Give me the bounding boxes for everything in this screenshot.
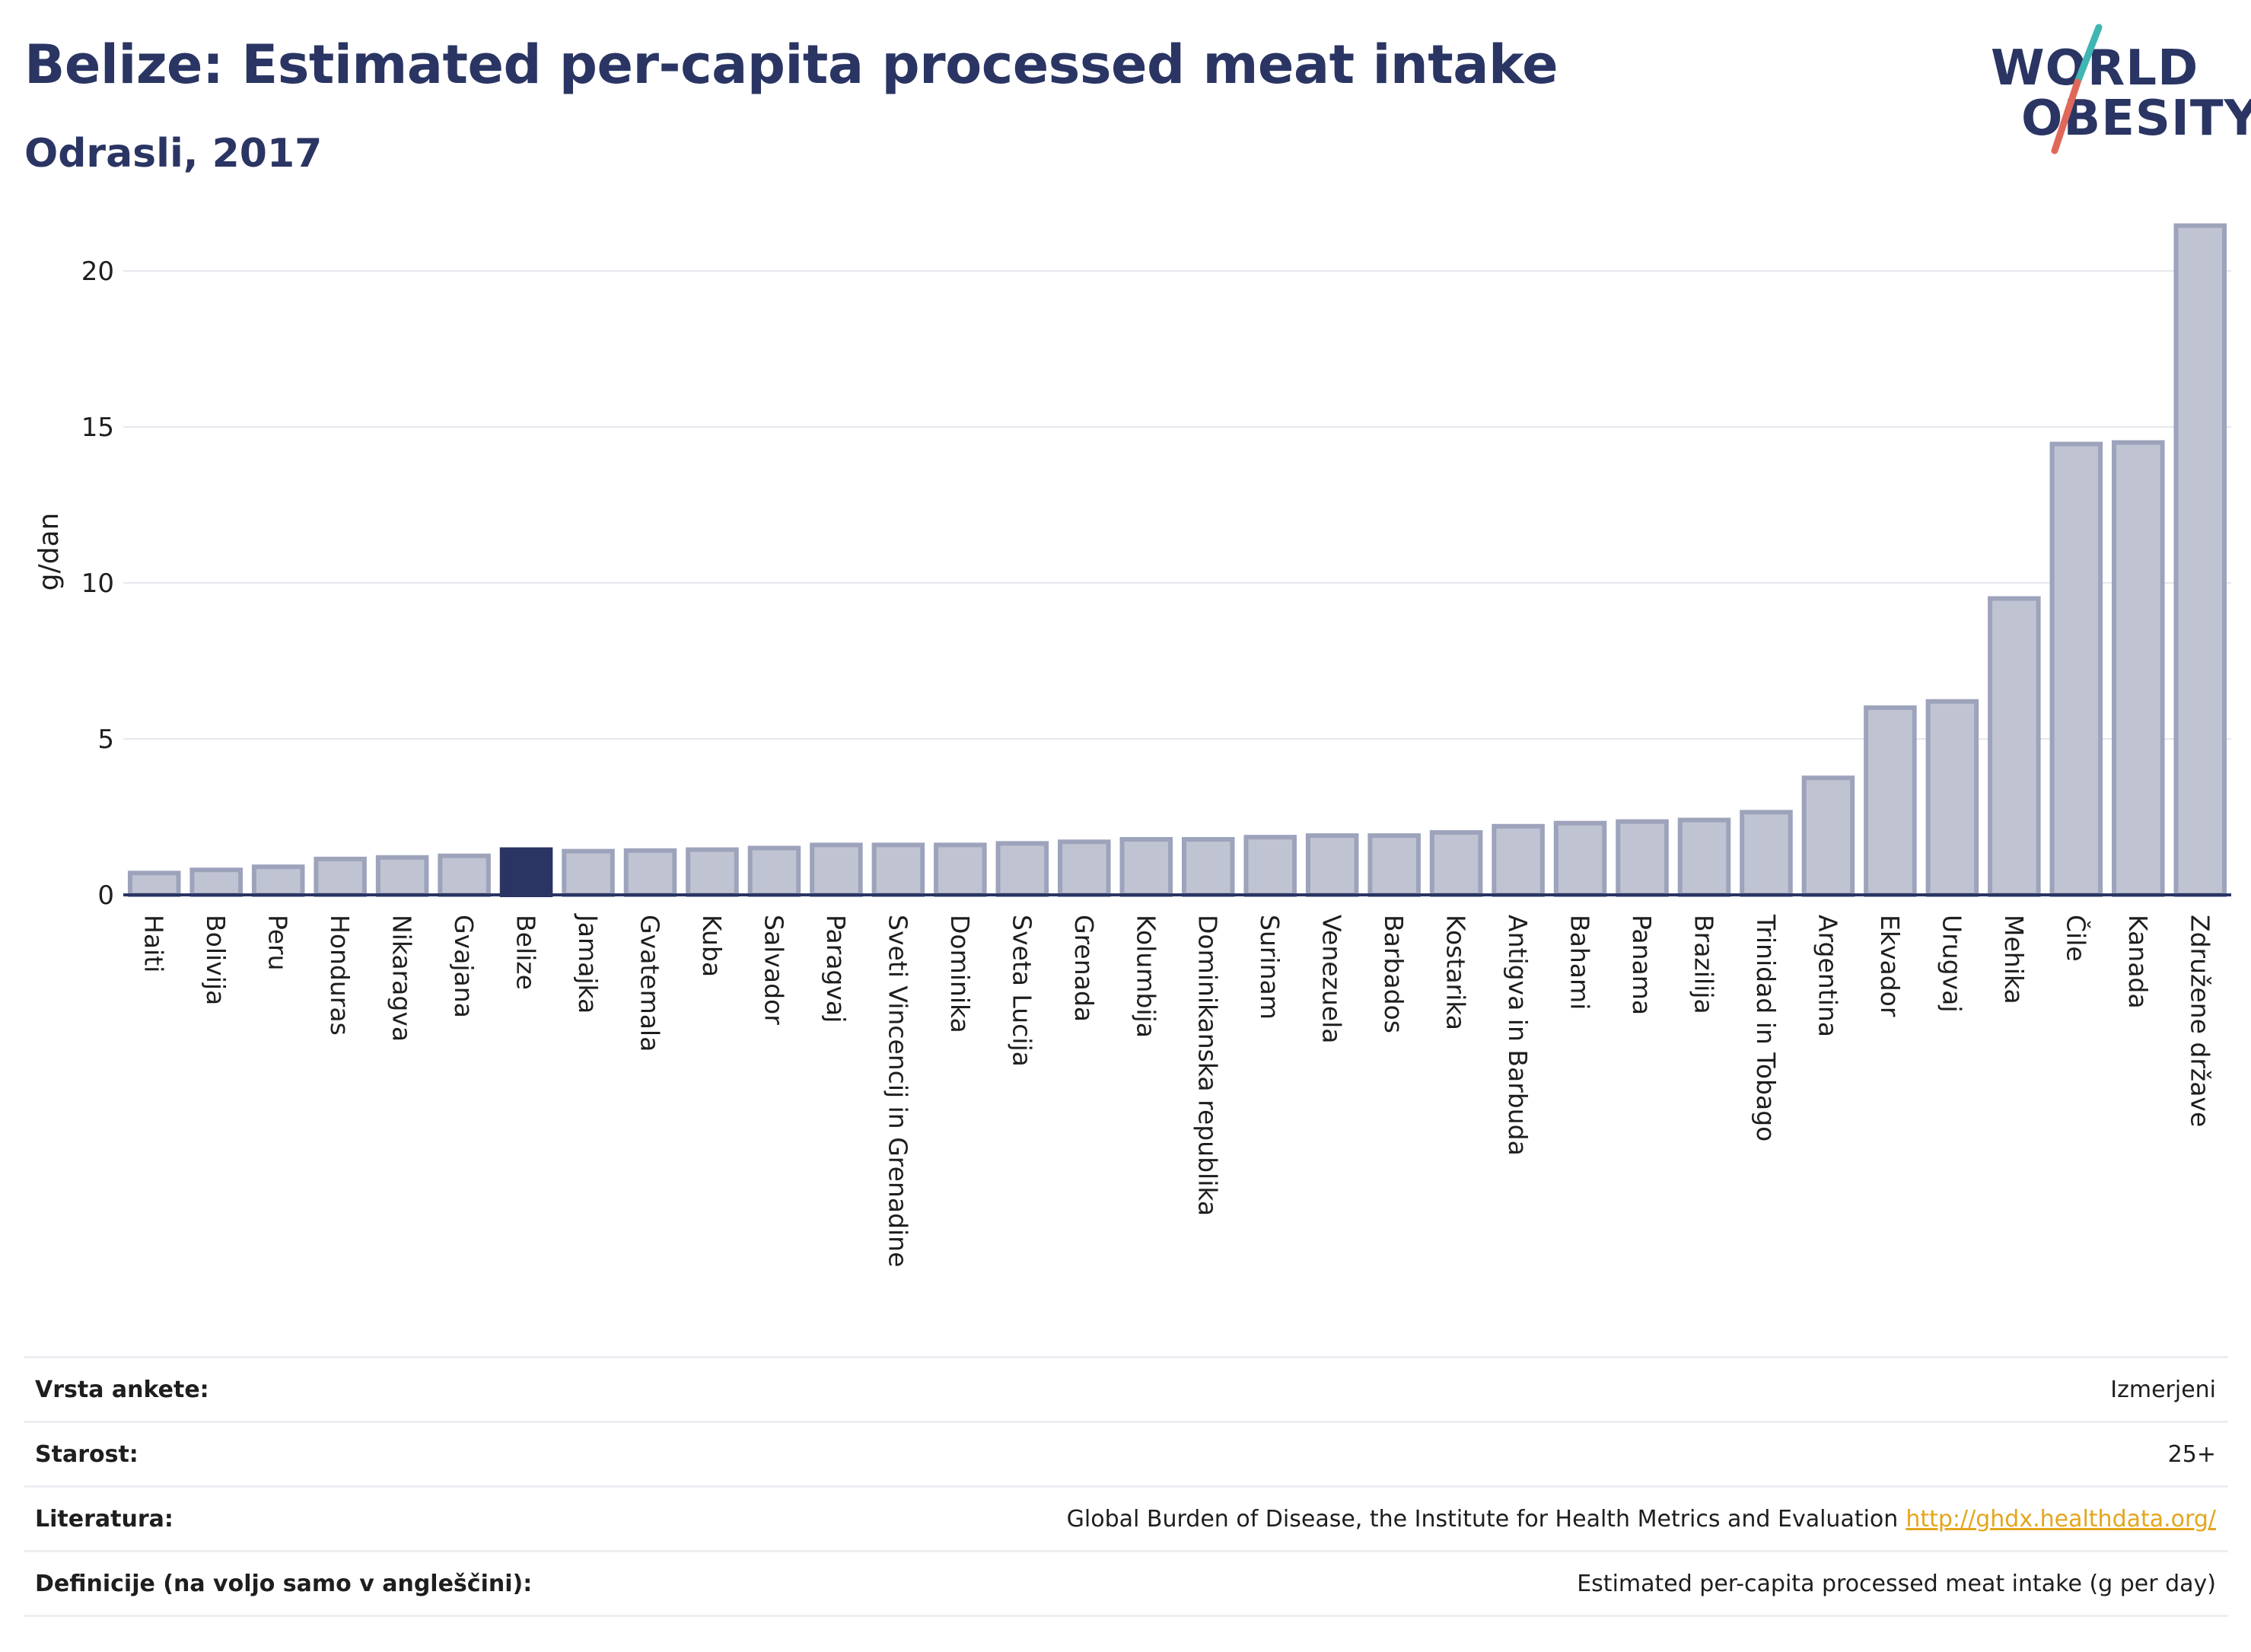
bar-dominikanska-republika[interactable] [1181, 837, 1235, 898]
bar-trinidad-in-tobago[interactable] [1740, 810, 1793, 897]
x-tick-label: Trinidad in Tobago [1751, 914, 1781, 1141]
bar-nikaragva[interactable] [375, 855, 429, 898]
x-tick-label: Belize [511, 915, 541, 990]
x-tick-label: Jamajka [573, 913, 603, 1014]
bar-mehika[interactable] [1988, 596, 2041, 897]
x-tick-label: Grenada [1069, 915, 1099, 1022]
x-tick-label: Gvajana [449, 915, 479, 1018]
logo-line-1: WORLD [1991, 40, 2199, 97]
gridlines [123, 270, 2231, 740]
x-tick-label: Paragvaj [821, 915, 851, 1023]
x-tick-label: Čile [2061, 915, 2091, 962]
bar-panama[interactable] [1616, 819, 1669, 898]
bar-jamajka[interactable] [562, 848, 615, 897]
x-tick-label: Brazilija [1689, 915, 1719, 1014]
bar-ekvador[interactable] [1864, 705, 1917, 897]
logo-slash-icon [2051, 24, 2103, 154]
bar-sveti-vincencij-in-grenadine[interactable] [871, 842, 925, 898]
info-label: Definicije (na voljo samo v angleščini): [35, 1571, 533, 1597]
reference-text: Global Burden of Disease, the Institute … [1066, 1506, 1899, 1533]
y-tick-label: 0 [97, 880, 114, 911]
y-tick-label: 5 [97, 724, 114, 755]
x-tick-label: Antigva in Barbuda [1503, 915, 1533, 1156]
bar-kostarika[interactable] [1429, 830, 1483, 897]
bar-urugvaj[interactable] [1925, 699, 1979, 897]
world-obesity-logo[interactable]: WORLD OBESITY [1979, 23, 2251, 160]
bar-venezuela[interactable] [1305, 833, 1359, 897]
x-tick-label: Peru [263, 915, 293, 971]
info-label: Vrsta ankete: [35, 1377, 209, 1403]
y-tick-label: 20 [81, 256, 114, 287]
info-row-age: Starost: 25+ [24, 1421, 2228, 1485]
y-tick-label: 15 [81, 412, 114, 443]
info-label: Starost: [35, 1441, 138, 1468]
x-tick-label: Bahami [1565, 915, 1595, 1010]
bar-honduras[interactable] [314, 856, 367, 897]
chart-subtitle: Odrasli, 2017 [24, 131, 323, 177]
bar-dominika[interactable] [934, 842, 987, 898]
chart-title: Belize: Estimated per-capita processed m… [24, 33, 1559, 96]
info-value: Izmerjeni [2110, 1377, 2216, 1403]
bar-bolivija[interactable] [189, 867, 243, 897]
info-row-references: Literatura: Global Burden of Disease, th… [24, 1485, 2228, 1550]
bar-zdru-ene-dr-ave[interactable] [2173, 223, 2227, 897]
x-tick-label: Surinam [1255, 915, 1285, 1020]
bar-paragvaj[interactable] [810, 842, 863, 898]
info-value: Estimated per-capita processed meat inta… [1577, 1571, 2216, 1597]
info-value-references: Global Burden of Disease, the Institute … [1067, 1506, 2216, 1533]
bar-bahami[interactable] [1553, 820, 1607, 897]
bar-kanada[interactable] [2112, 440, 2165, 897]
info-label: Literatura: [35, 1506, 174, 1533]
bar-grenada[interactable] [1058, 839, 1111, 898]
x-tick-label: Nikaragva [387, 915, 417, 1042]
x-tick-label: Haiti [139, 915, 169, 972]
x-tick-label: Sveti Vincencij in Grenadine [883, 915, 912, 1267]
x-tick-label: Združene države [2185, 915, 2214, 1127]
x-tick-label: Kuba [697, 915, 727, 977]
x-tick-label: Salvador [759, 915, 788, 1025]
bar-gvatemala[interactable] [623, 848, 677, 898]
y-tick-label: 10 [81, 568, 114, 599]
x-tick-label: Honduras [325, 915, 355, 1036]
x-tick-label: Barbados [1379, 915, 1409, 1033]
x-tick-label: Mehika [1999, 915, 2029, 1004]
x-tick-label: Panama [1627, 915, 1657, 1015]
x-tick-label: Sveta Lucija [1007, 915, 1036, 1067]
bar-belize[interactable] [499, 847, 553, 898]
x-tick-label: Gvatemala [635, 915, 665, 1052]
x-tick-label: Bolivija [201, 915, 231, 1005]
bar-salvador[interactable] [747, 845, 801, 897]
bar-kolumbija[interactable] [1119, 837, 1173, 898]
info-row-definitions: Definicije (na voljo samo v angleščini):… [24, 1550, 2228, 1617]
x-tick-label: Ekvador [1875, 915, 1905, 1017]
y-axis-title: g/dan [33, 513, 65, 591]
x-tick-label: Dominikanska republika [1193, 915, 1223, 1216]
bar-sveta-lucija[interactable] [995, 841, 1049, 897]
x-tick-label: Kolumbija [1131, 915, 1161, 1038]
info-value: 25+ [2167, 1441, 2216, 1468]
bar-brazilija[interactable] [1677, 817, 1731, 897]
y-axis-ticks: 0 5 10 15 20 [81, 256, 114, 911]
x-tick-label: Urugvaj [1937, 915, 1966, 1013]
reference-link[interactable]: http://ghdx.healthdata.org/ [1906, 1506, 2216, 1533]
x-tick-label: Kanada [2123, 915, 2153, 1009]
bar-barbados[interactable] [1367, 833, 1421, 897]
x-tick-label: Argentina [1813, 915, 1842, 1037]
bar-argentina[interactable] [1801, 775, 1855, 897]
x-tick-label: Kostarika [1441, 915, 1471, 1030]
info-row-survey-type: Vrsta ankete: Izmerjeni [24, 1356, 2228, 1421]
bar-kuba[interactable] [686, 847, 739, 898]
x-tick-label: Dominika [945, 915, 975, 1033]
bar-chart: 0 5 10 15 20 Haiti Bolivija Peru Honduras Nikara… [33, 223, 2231, 1267]
bar-peru[interactable] [251, 864, 305, 897]
bar--ile[interactable] [2049, 441, 2103, 897]
bar-surinam[interactable] [1243, 835, 1297, 898]
bars [127, 223, 2227, 898]
x-tick-label: Venezuela [1317, 915, 1347, 1043]
bar-antigva-in-barbuda[interactable] [1492, 823, 1545, 898]
info-table: Vrsta ankete: Izmerjeni Starost: 25+ Lit… [24, 1356, 2228, 1617]
bar-haiti[interactable] [127, 871, 181, 898]
bar-gvajana[interactable] [438, 853, 491, 897]
x-axis-labels: Haiti Bolivija Peru Honduras Nikaragva Gvajan… [139, 913, 2215, 1267]
